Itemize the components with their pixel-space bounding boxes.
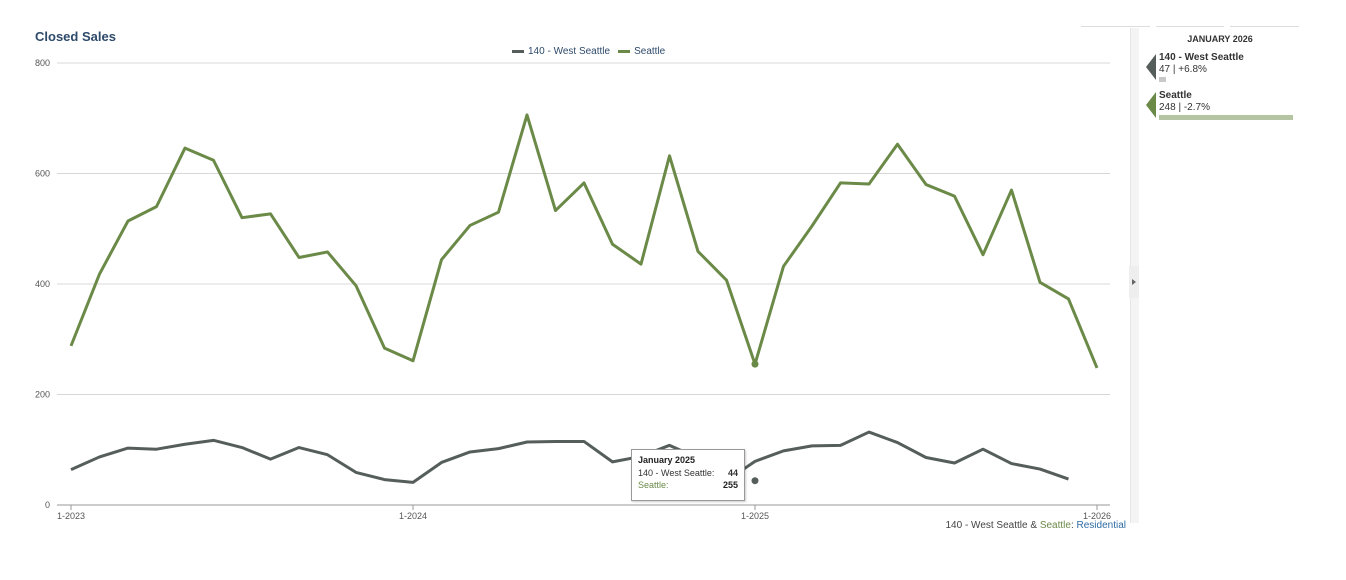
legend-item-west-seattle[interactable]: 140 - West Seattle <box>512 46 610 57</box>
footer-category[interactable]: Residential <box>1076 520 1126 531</box>
footer-amp: & <box>1027 520 1040 531</box>
summary-values-west-seattle: 47 | +6.8% <box>1159 64 1207 75</box>
footer-colon: : <box>1070 520 1077 531</box>
legend-label-seattle: Seattle <box>634 46 666 57</box>
tooltip-row-seattle: Seattle: 255 <box>638 480 738 490</box>
summary-period: JANUARY 2026 <box>1187 34 1253 44</box>
chart-footer: 140 - West Seattle & Seattle: Residentia… <box>945 520 1126 531</box>
grid-lines <box>57 62 1110 506</box>
summary-name-west-seattle: 140 - West Seattle <box>1159 52 1244 63</box>
series-line-west-seattle[interactable] <box>70 430 1069 484</box>
summary-entry-seattle[interactable]: Seattle 248 | -2.7% <box>1141 90 1299 120</box>
summary-values-seattle: 248 | -2.7% <box>1159 102 1210 113</box>
collapse-panel-handle[interactable] <box>1129 266 1139 298</box>
chart-title: Closed Sales <box>35 29 116 44</box>
summary-entry-west-seattle[interactable]: 140 - West Seattle 47 | +6.8% <box>1141 52 1299 82</box>
tooltip-value-west-seattle: 44 <box>727 468 738 478</box>
y-tick-label: 600 <box>35 169 50 179</box>
x-tick-label: 1-2023 <box>57 511 85 521</box>
tooltip-label-seattle: Seattle: <box>638 480 669 490</box>
summary-marker-west-seattle <box>1146 54 1156 80</box>
series-line-seattle[interactable] <box>69 113 1099 369</box>
series-lines[interactable] <box>69 113 1099 484</box>
legend-label-west-seattle: 140 - West Seattle <box>528 46 611 57</box>
y-tick-label: 400 <box>35 279 50 289</box>
y-tick-label: 800 <box>35 58 50 68</box>
summary-name-seattle: Seattle <box>1159 90 1192 101</box>
y-tick-label: 200 <box>35 390 50 400</box>
summary-bar-seattle <box>1159 115 1293 120</box>
hover-point-west-seattle <box>751 477 759 485</box>
y-tick-label: 0 <box>45 500 50 510</box>
legend-swatch-west-seattle <box>512 50 524 53</box>
legend-item-seattle[interactable]: Seattle <box>618 46 665 57</box>
legend: 140 - West Seattle Seattle <box>512 46 665 57</box>
tooltip-value-seattle: 255 <box>722 480 738 490</box>
hover-markers <box>751 360 759 485</box>
tooltip-row-west-seattle: 140 - West Seattle: 44 <box>638 468 738 478</box>
summary-bar-west-seattle <box>1159 77 1166 82</box>
x-axis: 1-2023 1-2024 1-2025 1-2026 <box>57 505 1111 521</box>
summary-panel: JANUARY 2026 140 - West Seattle 47 | +6.… <box>1081 26 1300 120</box>
tooltip-label-west-seattle: 140 - West Seattle: <box>638 468 715 478</box>
x-tick-label: 1-2024 <box>399 511 427 521</box>
footer-series1: 140 - West Seattle <box>945 520 1028 531</box>
hover-point-seattle <box>751 360 759 368</box>
footer-series2: Seattle <box>1039 520 1071 531</box>
panel-tabs <box>1081 26 1300 27</box>
tooltip: January 2025 140 - West Seattle: 44 Seat… <box>631 449 745 501</box>
legend-swatch-seattle <box>618 50 631 53</box>
tooltip-title: January 2025 <box>638 455 696 465</box>
x-tick-label: 1-2026 <box>1083 511 1111 521</box>
x-tick-label: 1-2025 <box>741 511 769 521</box>
y-axis: 0 200 400 600 800 <box>35 58 50 510</box>
summary-marker-seattle <box>1146 92 1156 118</box>
